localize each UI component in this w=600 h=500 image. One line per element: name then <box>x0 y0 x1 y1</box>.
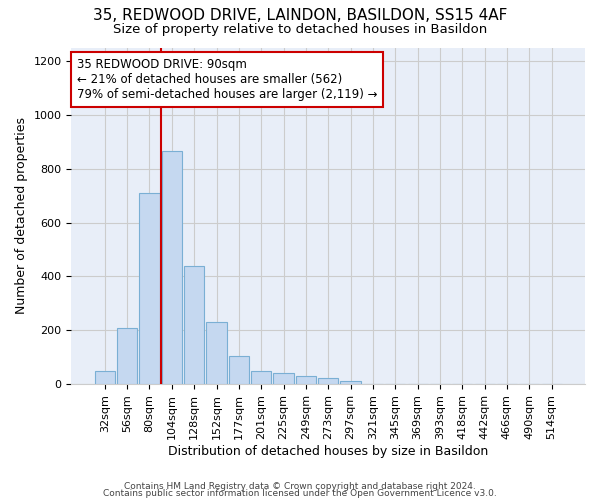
Text: Contains HM Land Registry data © Crown copyright and database right 2024.: Contains HM Land Registry data © Crown c… <box>124 482 476 491</box>
Bar <box>162 151 182 384</box>
Bar <box>95 371 115 384</box>
Bar <box>251 371 271 384</box>
Bar <box>318 378 338 384</box>
Bar <box>184 266 204 384</box>
Bar <box>206 322 227 384</box>
Text: Contains public sector information licensed under the Open Government Licence v3: Contains public sector information licen… <box>103 488 497 498</box>
Bar <box>340 381 361 384</box>
Bar <box>229 356 249 384</box>
Y-axis label: Number of detached properties: Number of detached properties <box>15 118 28 314</box>
Bar <box>296 376 316 384</box>
Bar <box>117 328 137 384</box>
Text: 35, REDWOOD DRIVE, LAINDON, BASILDON, SS15 4AF: 35, REDWOOD DRIVE, LAINDON, BASILDON, SS… <box>93 8 507 22</box>
Bar <box>274 374 293 384</box>
X-axis label: Distribution of detached houses by size in Basildon: Distribution of detached houses by size … <box>168 444 488 458</box>
Text: 35 REDWOOD DRIVE: 90sqm
← 21% of detached houses are smaller (562)
79% of semi-d: 35 REDWOOD DRIVE: 90sqm ← 21% of detache… <box>77 58 377 100</box>
Bar <box>139 193 160 384</box>
Text: Size of property relative to detached houses in Basildon: Size of property relative to detached ho… <box>113 22 487 36</box>
